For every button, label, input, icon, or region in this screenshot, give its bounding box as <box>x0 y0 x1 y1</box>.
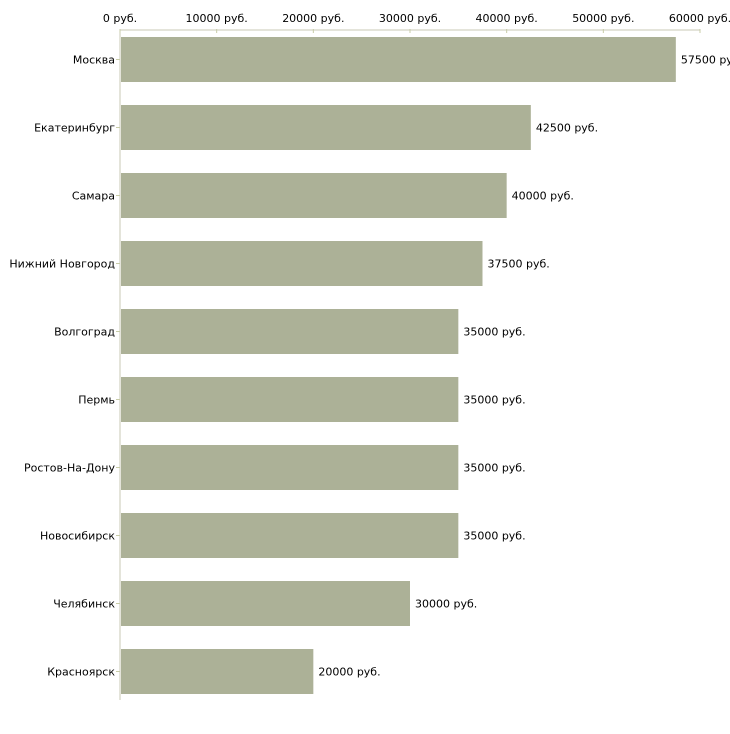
value-label: 30000 руб. <box>415 598 477 611</box>
value-label: 37500 руб. <box>488 258 550 271</box>
category-label: Пермь <box>78 394 115 407</box>
value-label: 35000 руб. <box>463 462 525 475</box>
x-tick-label: 10000 руб. <box>186 12 248 25</box>
category-label: Ростов-На-Дону <box>24 462 115 475</box>
x-tick-label: 40000 руб. <box>476 12 538 25</box>
bar-8 <box>121 581 410 626</box>
category-label: Екатеринбург <box>34 122 115 135</box>
bar-3 <box>121 241 483 286</box>
bar-5 <box>121 377 459 422</box>
category-label: Москва <box>73 54 115 67</box>
bar-7 <box>121 513 459 558</box>
value-label: 57500 руб. <box>681 54 730 67</box>
bar-6 <box>121 445 459 490</box>
x-tick-label: 30000 руб. <box>379 12 441 25</box>
category-label: Челябинск <box>53 598 115 611</box>
category-label: Нижний Новгород <box>9 258 115 271</box>
category-label: Самара <box>72 190 115 203</box>
category-label: Красноярск <box>47 666 115 679</box>
bar-1 <box>121 105 531 150</box>
x-tick-label: 60000 руб. <box>669 12 730 25</box>
x-tick-label: 20000 руб. <box>282 12 344 25</box>
bar-2 <box>121 173 507 218</box>
x-tick-label: 0 руб. <box>103 12 137 25</box>
value-label: 35000 руб. <box>463 394 525 407</box>
category-label: Новосибирск <box>40 530 115 543</box>
value-label: 42500 руб. <box>536 122 598 135</box>
bar-9 <box>121 649 314 694</box>
value-label: 20000 руб. <box>318 666 380 679</box>
bar-0 <box>121 37 676 82</box>
value-label: 40000 руб. <box>512 190 574 203</box>
value-label: 35000 руб. <box>463 530 525 543</box>
x-tick-label: 50000 руб. <box>572 12 634 25</box>
value-label: 35000 руб. <box>463 326 525 339</box>
category-label: Волгоград <box>54 326 115 339</box>
bar-4 <box>121 309 459 354</box>
